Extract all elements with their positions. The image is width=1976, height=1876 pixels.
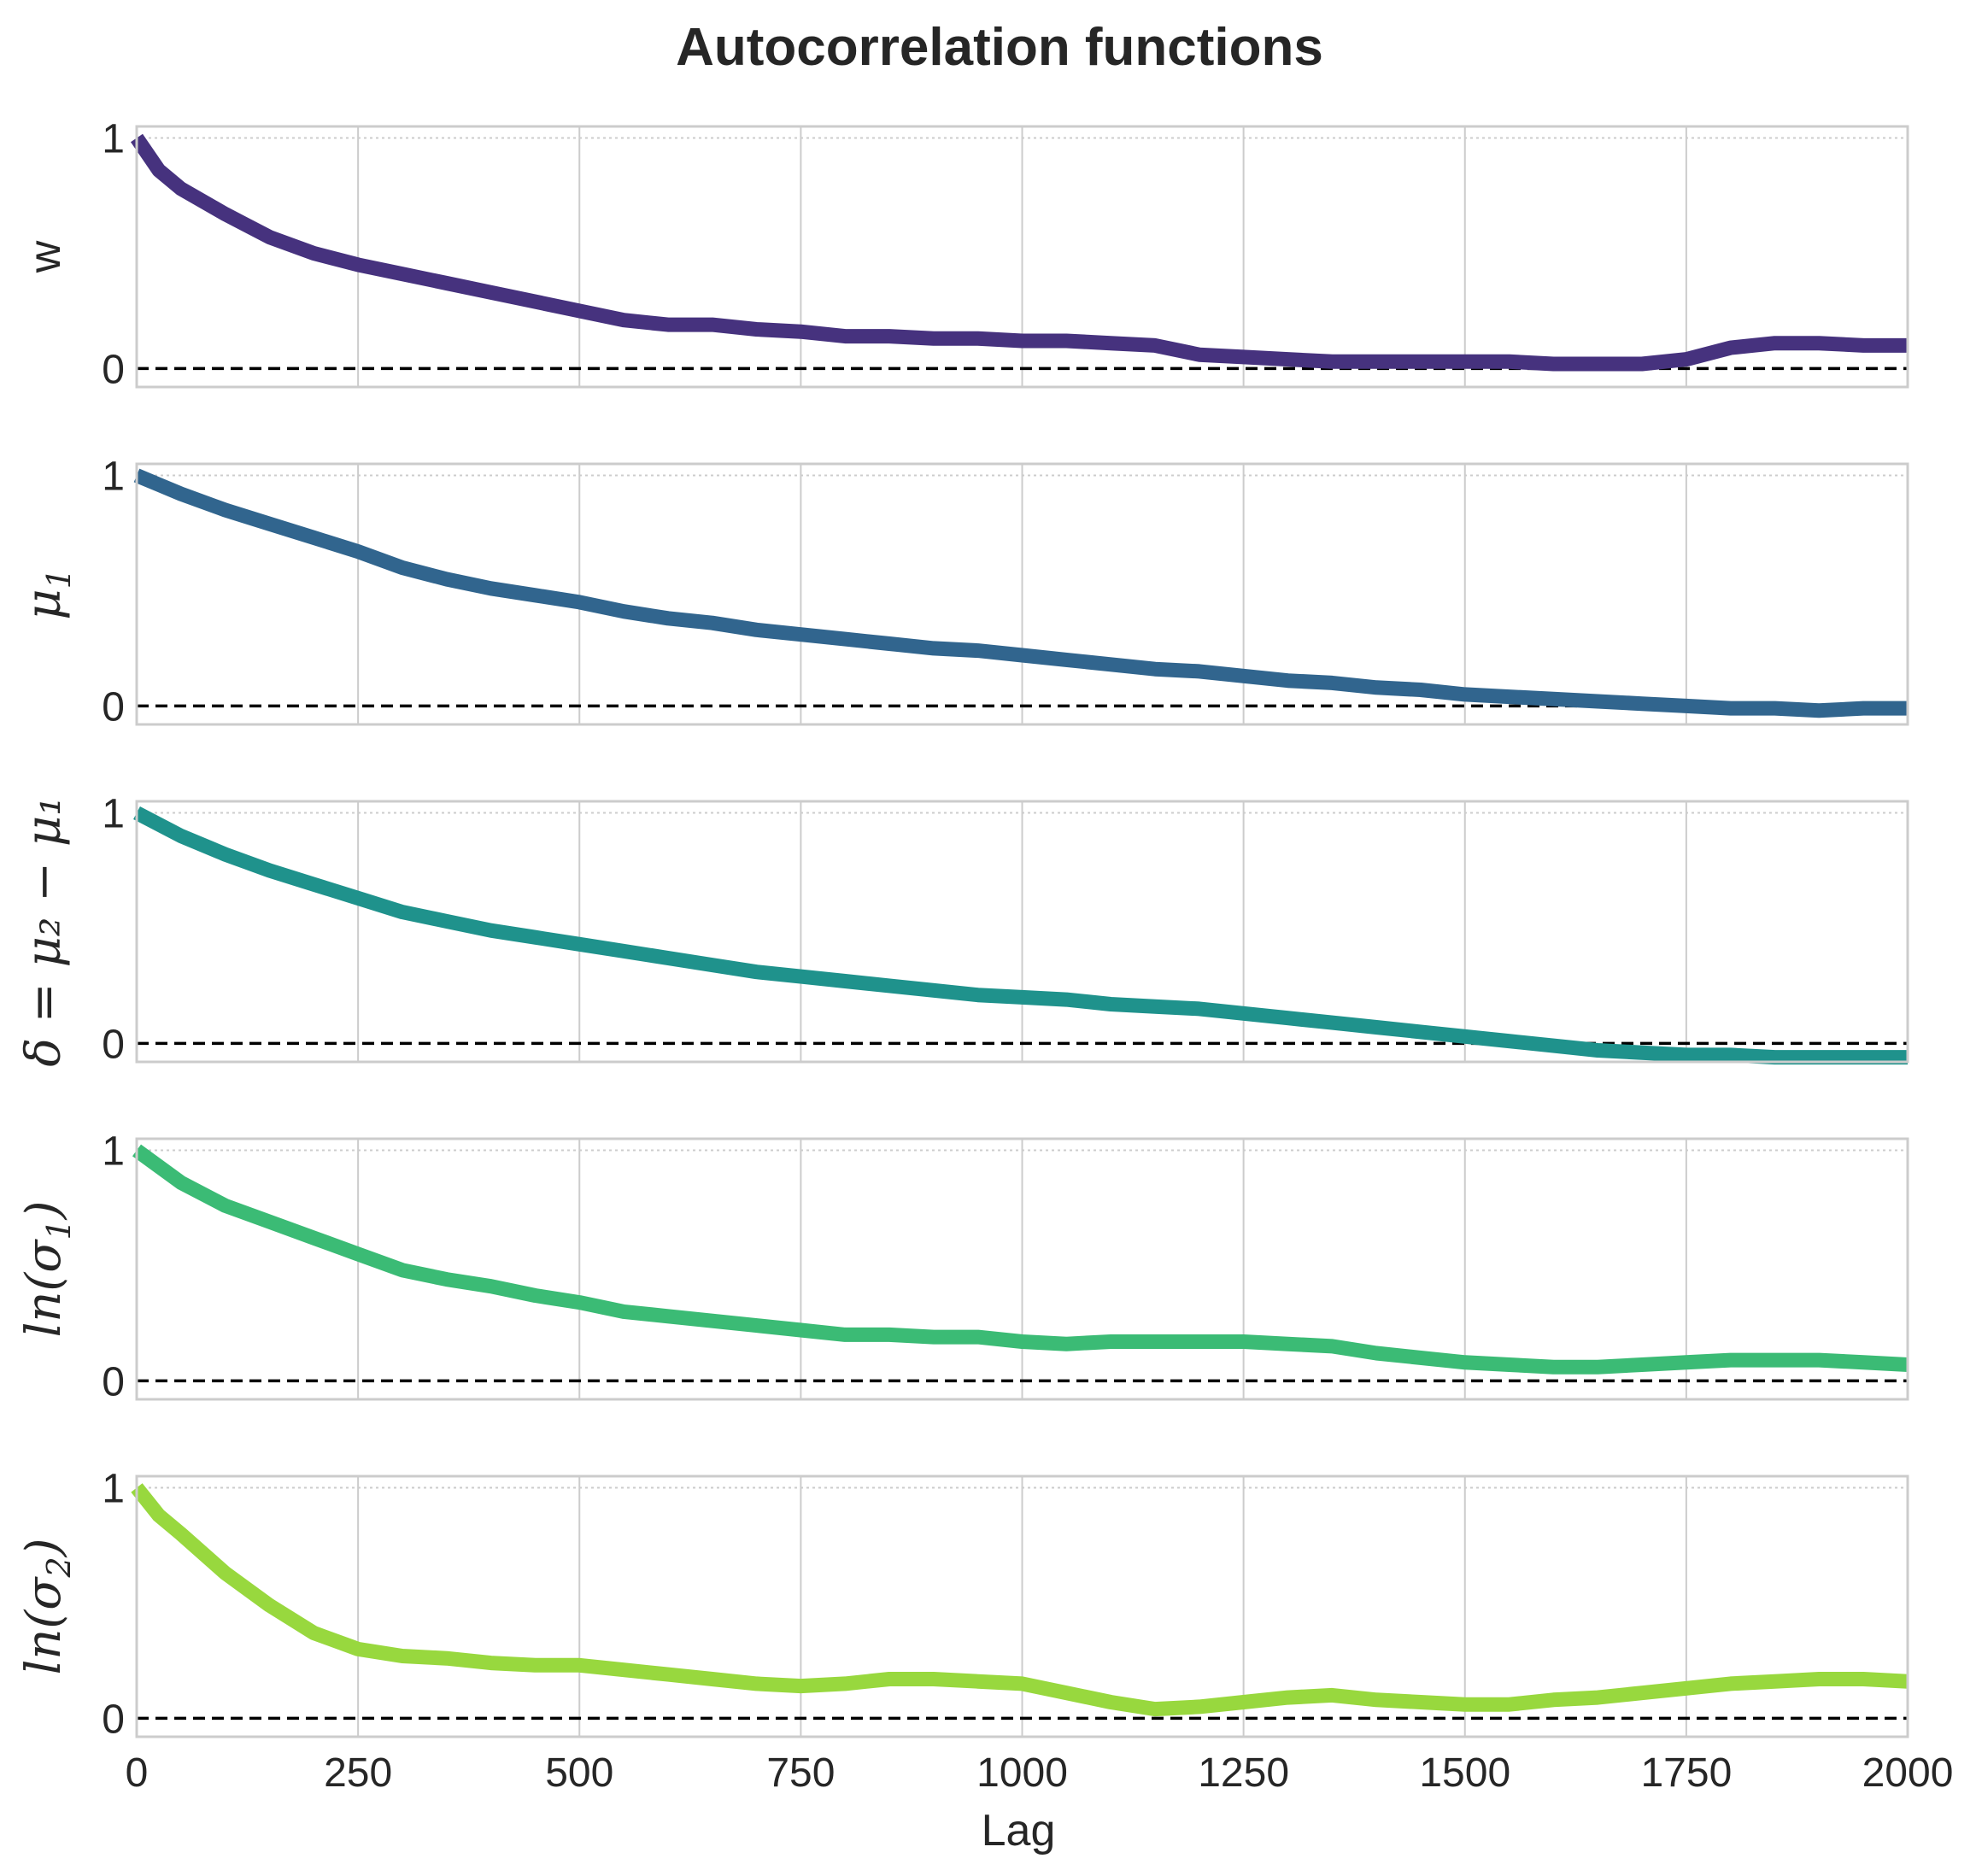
y-tick-label: 0 [102, 684, 125, 730]
panel-frame [135, 1137, 1909, 1401]
x-tick-label: 1500 [1419, 1750, 1510, 1796]
panel-frame [135, 462, 1909, 726]
x-tick-label: 1000 [976, 1750, 1068, 1796]
panel-4: 0 1 ln(σ1) [16, 1129, 1909, 1404]
y-tick-label: 1 [102, 1466, 125, 1511]
x-tick-label: 0 [126, 1750, 149, 1796]
y-axis-label: μ1 [16, 568, 78, 620]
panel-3: 0 1 δ = μ₂ − μ₁ [16, 791, 1909, 1067]
y-tick-label: 0 [102, 1697, 125, 1742]
y-tick-label: 1 [102, 116, 125, 161]
chart-title: Autocorrelation functions [676, 18, 1323, 77]
y-axis-label: ln(σ1) [16, 1200, 78, 1337]
y-tick-label: 1 [102, 454, 125, 499]
acf-line-series-3 [133, 806, 1908, 1065]
y-tick-label: 0 [102, 347, 125, 392]
acf-line-series-1 [130, 133, 1908, 372]
y-axis-label: ln(σ2) [16, 1538, 78, 1674]
x-tick-label: 2000 [1862, 1750, 1954, 1796]
panel-frame [135, 800, 1909, 1064]
panel-1: 0 1 w [21, 116, 1909, 392]
x-tick-label: 1750 [1640, 1750, 1732, 1796]
x-tick-label: 1250 [1198, 1750, 1289, 1796]
panel-frame [135, 125, 1909, 389]
panel-5: 0 1 ln(σ2) [16, 1466, 1909, 1742]
y-tick-label: 0 [102, 1359, 125, 1404]
panel-2: 0 1 μ1 [16, 454, 1909, 730]
x-tick-label: 250 [324, 1750, 392, 1796]
acf-line-series-2 [133, 468, 1908, 718]
y-axis-label: δ = μ₂ − μ₁ [16, 796, 72, 1066]
x-tick-labels: 0 250 500 750 1000 1250 1500 1750 2000 [126, 1750, 1954, 1796]
acf-line-series-5 [131, 1483, 1909, 1717]
x-tick-label: 750 [766, 1750, 835, 1796]
panel-frame [135, 1474, 1909, 1738]
y-tick-label: 1 [102, 791, 125, 836]
y-tick-label: 1 [102, 1129, 125, 1174]
y-tick-label: 0 [102, 1022, 125, 1067]
acf-line-series-4 [132, 1144, 1909, 1375]
panels-group: 0 1 w 0 1 μ1 0 1 δ = μ₂ − μ₁ 0 1 ln(σ1) 0 1 ln(σ2) [16, 116, 1909, 1742]
y-axis-label: w [21, 240, 70, 273]
x-axis-label: Lag [982, 1806, 1056, 1855]
x-tick-label: 500 [545, 1750, 613, 1796]
